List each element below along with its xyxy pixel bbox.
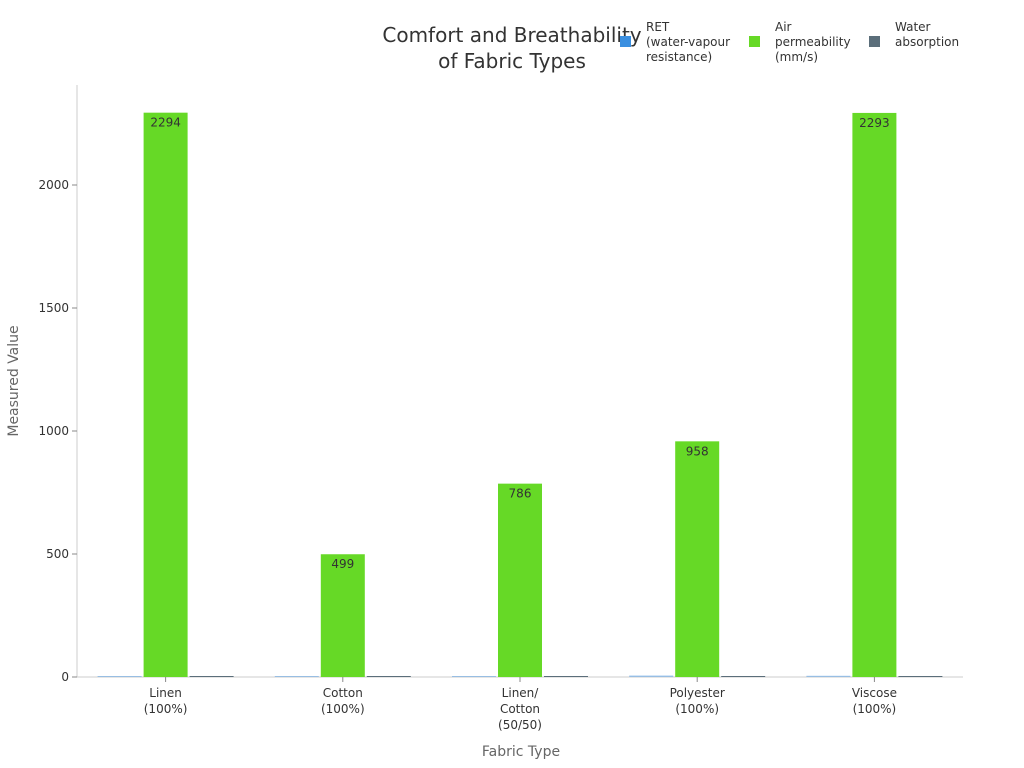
x-tick-label: Cotton [323, 686, 363, 700]
bar-water-absorption [189, 676, 234, 677]
bar-water-absorption [898, 676, 943, 677]
x-tick-label: Polyester [670, 686, 725, 700]
x-tick-label: (100%) [853, 702, 897, 716]
x-tick-label: Viscose [852, 686, 897, 700]
bar-ret [452, 676, 496, 677]
legend-label: resistance) [646, 50, 712, 64]
bar-ret [274, 676, 319, 677]
x-tick-label: Linen/ [502, 686, 540, 700]
bar-air-permeability [320, 554, 365, 677]
x-axis-title: Fabric Type [482, 744, 560, 760]
bar-data-label: 2293 [859, 116, 890, 130]
x-tick-label: Linen [149, 686, 182, 700]
legend-swatch [869, 36, 880, 47]
bar-air-permeability [852, 112, 897, 677]
bar-ret [97, 676, 142, 677]
legend-label: Water [895, 20, 931, 34]
x-tick-label: (100%) [675, 702, 719, 716]
bar-air-permeability [675, 441, 720, 677]
bar-data-label: 499 [331, 557, 354, 571]
legend-label: RET [646, 20, 670, 34]
legend-swatch [749, 36, 760, 47]
chart-bars [97, 112, 943, 677]
x-tick-label: (100%) [321, 702, 365, 716]
bar-data-label: 786 [509, 487, 532, 501]
y-axis-title: Measured Value [6, 325, 22, 436]
chart-data-labels: 2294 499 786 958 2293 [150, 116, 889, 572]
x-tick-label: Cotton [500, 702, 540, 716]
y-tick-label: 1000 [38, 424, 69, 438]
legend-swatch [620, 36, 631, 47]
chart-axes: 0 500 1000 1500 2000 Linen (100%) Cotton (100%) L… [6, 85, 963, 760]
x-tick-label: (50/50) [498, 718, 542, 732]
bar-air-permeability [498, 483, 542, 677]
y-tick-label: 500 [46, 547, 69, 561]
y-tick-label: 0 [61, 670, 69, 684]
bar-ret [806, 675, 851, 677]
y-tick-label: 2000 [38, 178, 69, 192]
x-tick-label: (100%) [144, 702, 188, 716]
bar-water-absorption [366, 676, 411, 677]
legend-label: permeability [775, 35, 851, 49]
bar-air-permeability [143, 112, 188, 677]
legend-label: absorption [895, 35, 959, 49]
bar-water-absorption [544, 676, 588, 677]
bar-water-absorption [721, 676, 766, 677]
chart-title-line: of Fabric Types [438, 49, 586, 73]
bar-data-label: 2294 [150, 116, 181, 130]
bar-data-label: 958 [686, 444, 709, 458]
bar-ret [629, 675, 674, 677]
legend-label: (water-vapour [646, 35, 730, 49]
y-tick-label: 1500 [38, 301, 69, 315]
legend-label: Air [775, 20, 792, 34]
chart-title-line: Comfort and Breathability [382, 23, 641, 47]
legend-label: (mm/s) [775, 50, 818, 64]
